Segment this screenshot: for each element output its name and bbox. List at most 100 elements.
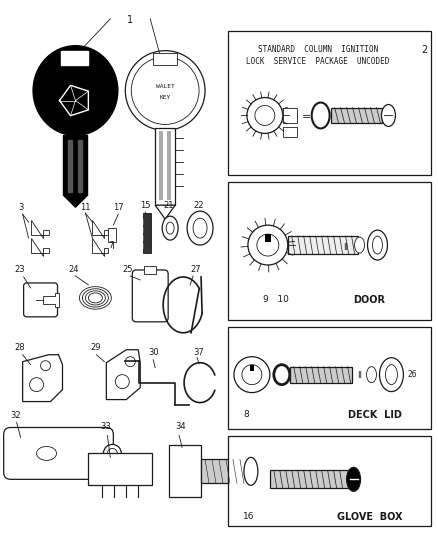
Text: 23: 23 — [14, 265, 25, 274]
Ellipse shape — [385, 365, 397, 385]
Polygon shape — [92, 238, 108, 256]
Circle shape — [107, 448, 117, 458]
Text: 29: 29 — [90, 343, 101, 352]
Polygon shape — [270, 470, 348, 488]
Text: 11: 11 — [81, 203, 91, 212]
Circle shape — [247, 98, 283, 133]
Polygon shape — [106, 350, 140, 400]
Text: STANDARD  COLUMN  IGNITION: STANDARD COLUMN IGNITION — [258, 45, 378, 54]
Polygon shape — [31, 238, 49, 256]
Text: 3: 3 — [19, 203, 24, 212]
Text: 7: 7 — [108, 241, 114, 250]
Text: 27: 27 — [190, 265, 201, 274]
Text: II: II — [343, 243, 348, 252]
Polygon shape — [201, 459, 245, 483]
Circle shape — [234, 357, 270, 393]
Polygon shape — [68, 140, 72, 192]
Ellipse shape — [166, 222, 174, 234]
Circle shape — [115, 375, 129, 389]
Text: 37: 37 — [193, 348, 204, 357]
Polygon shape — [143, 213, 151, 253]
Polygon shape — [159, 132, 163, 200]
Text: 25: 25 — [122, 265, 133, 274]
Bar — [88, 454, 152, 486]
Circle shape — [257, 234, 279, 256]
Ellipse shape — [355, 237, 364, 253]
Polygon shape — [155, 128, 175, 205]
Polygon shape — [108, 228, 117, 242]
Ellipse shape — [312, 102, 330, 128]
Polygon shape — [138, 243, 143, 249]
Ellipse shape — [367, 230, 388, 260]
Polygon shape — [64, 135, 88, 195]
Circle shape — [30, 378, 43, 392]
Circle shape — [255, 106, 275, 125]
Polygon shape — [138, 235, 143, 241]
Polygon shape — [23, 355, 63, 401]
Ellipse shape — [37, 447, 57, 461]
Polygon shape — [290, 367, 352, 383]
Text: =: = — [302, 112, 311, 123]
Ellipse shape — [33, 46, 118, 135]
FancyBboxPatch shape — [132, 270, 168, 322]
Text: 26: 26 — [407, 370, 417, 378]
FancyBboxPatch shape — [24, 283, 57, 317]
Text: GLOVE  BOX: GLOVE BOX — [337, 512, 402, 522]
Bar — [228, 437, 431, 526]
Text: 15: 15 — [140, 201, 151, 210]
Bar — [228, 327, 431, 430]
Ellipse shape — [274, 365, 290, 385]
Polygon shape — [144, 266, 156, 274]
Polygon shape — [283, 127, 297, 138]
Ellipse shape — [244, 457, 258, 486]
Text: 34: 34 — [175, 423, 186, 432]
Ellipse shape — [372, 236, 382, 254]
Text: WALET: WALET — [156, 84, 175, 89]
Circle shape — [125, 357, 135, 367]
Polygon shape — [288, 236, 357, 254]
Ellipse shape — [381, 104, 396, 126]
Text: KEY: KEY — [159, 95, 171, 100]
FancyBboxPatch shape — [4, 427, 113, 479]
Text: 21: 21 — [163, 201, 174, 210]
Text: 28: 28 — [14, 343, 25, 352]
Text: LOCK  SERVICE  PACKAGE  UNCODED: LOCK SERVICE PACKAGE UNCODED — [246, 56, 389, 66]
Text: 2: 2 — [421, 45, 427, 55]
Polygon shape — [138, 219, 143, 225]
Bar — [153, 53, 177, 64]
Bar — [228, 182, 431, 320]
Ellipse shape — [193, 218, 207, 238]
Ellipse shape — [187, 211, 213, 245]
Text: II: II — [357, 371, 362, 380]
Text: 1: 1 — [127, 15, 133, 25]
Circle shape — [41, 361, 50, 370]
Polygon shape — [331, 108, 382, 124]
Circle shape — [103, 445, 121, 462]
Text: 17: 17 — [113, 203, 124, 212]
Bar — [60, 51, 88, 64]
Polygon shape — [265, 234, 271, 242]
Text: 30: 30 — [148, 348, 159, 357]
Polygon shape — [283, 108, 297, 124]
Bar — [169, 446, 201, 497]
Polygon shape — [155, 205, 175, 219]
Bar — [228, 31, 431, 175]
Circle shape — [248, 225, 288, 265]
Text: DECK  LID: DECK LID — [348, 409, 402, 419]
Polygon shape — [167, 132, 171, 200]
Polygon shape — [250, 365, 254, 370]
Circle shape — [242, 365, 262, 385]
Ellipse shape — [379, 358, 403, 392]
Text: 16: 16 — [243, 512, 254, 521]
Text: 32: 32 — [11, 410, 21, 419]
Text: 22: 22 — [193, 201, 204, 210]
Polygon shape — [92, 220, 108, 238]
Text: DOOR: DOOR — [353, 295, 385, 305]
Polygon shape — [64, 195, 88, 207]
Text: 9   10: 9 10 — [263, 295, 289, 304]
Ellipse shape — [367, 367, 377, 383]
Polygon shape — [78, 140, 82, 192]
Text: 33: 33 — [100, 423, 111, 432]
Ellipse shape — [346, 467, 360, 491]
Polygon shape — [31, 220, 49, 238]
